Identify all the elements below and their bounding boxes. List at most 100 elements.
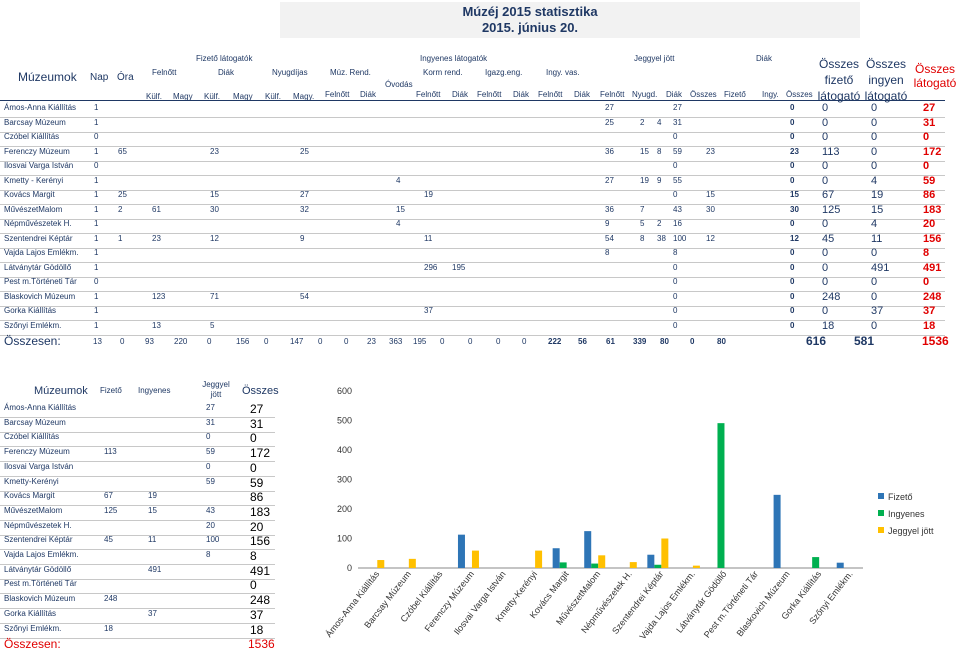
visitor-count: 0 (673, 262, 678, 272)
visitor-count: 38 (657, 233, 666, 243)
y-tick-label: 500 (337, 416, 352, 426)
nap-value: 1 (94, 117, 99, 127)
total-value: 13 (93, 337, 102, 346)
header-diak2: Diák (218, 68, 235, 77)
visitor-count: 8 (605, 248, 610, 257)
bar-fizető (647, 554, 655, 568)
summary-ossz: 8 (250, 549, 257, 563)
summary-jegy: 100 (206, 535, 220, 545)
summary-count: 0 (822, 116, 829, 129)
museum-name: Szőnyi Emlékm. (4, 320, 62, 330)
header-sub-felnott2: Felnőtt (416, 90, 441, 99)
summary-row: Barcsay Múzeum 31 31 (0, 417, 275, 433)
header-nyugdijas: Nyugdíjas (272, 68, 308, 77)
visitor-count: 5 (640, 219, 645, 228)
summary-name: Látványtár Gödöllő (4, 564, 72, 574)
visitor-count: 2 (657, 219, 662, 228)
bar-jeggyel-jött (629, 562, 637, 568)
total-value: 1536 (922, 334, 949, 348)
museum-name: Ámos-Anna Kiállítás (4, 103, 77, 112)
visitor-count: 15 (210, 190, 219, 199)
bar-fizető (584, 531, 592, 568)
museum-name: Látványtár Gödöllő (4, 262, 72, 272)
summary-count: 67 (822, 189, 835, 201)
total-visitors: 37 (923, 305, 936, 317)
total-value: 0 (690, 337, 695, 346)
summary-fiz: 125 (104, 505, 118, 515)
total-value: 61 (606, 337, 615, 346)
total-value: 339 (633, 337, 647, 346)
summary-row: Ferenczy Múzeum 113 59 172 (0, 446, 275, 463)
summary-count: 0 (822, 276, 829, 288)
summary-count: 0 (822, 160, 829, 172)
t2-header-fizeto: Fizető (100, 386, 122, 395)
visitor-count: 12 (210, 233, 219, 243)
museum-name: Vajda Lajos Emlékm. (4, 248, 79, 257)
page-date: 2015. június 20. (481, 20, 579, 35)
total-label: Összesen: (4, 334, 61, 348)
y-tick-label: 300 (337, 475, 352, 485)
summary-jegy: 20 (206, 520, 215, 530)
visitor-count: 36 (605, 204, 614, 214)
visitor-count: 15 (396, 204, 405, 214)
summary-count: 491 (871, 261, 890, 274)
nap-value: 1 (94, 219, 99, 228)
bar-jeggyel-jött (535, 550, 543, 568)
header-osszes-ingyen: Összes ingyen látogató (864, 57, 908, 103)
visitor-count: 27 (673, 103, 682, 112)
header-ora: Óra (117, 72, 134, 83)
summary-count: 0 (790, 103, 795, 112)
nap-value: 1 (94, 146, 99, 156)
summary-name: Ilosvai Varga István (4, 461, 74, 471)
summary-ingy: 491 (148, 564, 162, 574)
total-visitors: 172 (923, 145, 942, 158)
header-kulf: Külf. (146, 92, 163, 101)
x-tick-label: Vajda Lajos Emlékm. (637, 569, 697, 641)
visitor-count: 15 (706, 190, 715, 199)
visitor-count: 7 (640, 204, 645, 214)
y-tick-label: 100 (337, 534, 352, 544)
museum-name: MűvészetMalom (4, 204, 63, 214)
summary-count: 12 (790, 233, 799, 243)
visitor-count: 123 (152, 291, 166, 301)
total-value: 0 (120, 337, 125, 346)
summary-count: 0 (871, 319, 878, 332)
header-ovodas: Óvodás (385, 80, 413, 89)
total-visitors: 8 (923, 247, 930, 259)
header-sub-felnott3: Felnőtt (477, 90, 502, 99)
summary-count: 0 (822, 305, 829, 317)
x-tick-label: Ámos-Anna Kiállítás (324, 569, 382, 639)
t2-total-value: 1536 (248, 637, 275, 651)
museum-name: Blaskovich Múzeum (4, 291, 76, 301)
summary-jegy: 43 (206, 505, 215, 515)
total-value: 0 (468, 337, 473, 346)
summary-count: 0 (790, 306, 795, 315)
summary-ossz: 31 (250, 416, 264, 431)
bar-ingyenes (559, 562, 567, 568)
summary-ingy: 11 (148, 535, 157, 545)
summary-name: MűvészetMalom (4, 505, 63, 515)
visitor-count: 12 (706, 233, 715, 243)
header-sub-diak4: Diák (574, 90, 591, 99)
museum-name: Barcsay Múzeum (4, 117, 66, 127)
summary-count: 0 (871, 102, 878, 114)
summary-ossz: 248 (250, 593, 271, 608)
summary-row: Kovács Margit 67 19 86 (0, 490, 275, 507)
summary-row: Népművészetek H. 20 20 (0, 520, 275, 536)
summary-count: 0 (871, 160, 878, 172)
header-magy: Magy (173, 92, 193, 101)
total-value: 156 (236, 337, 250, 346)
summary-count: 0 (871, 290, 878, 303)
bar-jeggyel-jött (661, 538, 669, 568)
visitor-count: 9 (605, 219, 610, 228)
visitor-count: 30 (706, 204, 715, 214)
t2-total-label: Összesen: (4, 637, 61, 651)
museum-name: Népművészetek H. (4, 219, 72, 228)
summary-count: 0 (822, 218, 829, 230)
summary-count: 0 (790, 291, 795, 301)
bar-ingyenes (812, 557, 820, 568)
summary-count: 0 (822, 261, 829, 274)
nap-value: 1 (94, 103, 99, 112)
summary-row: Látványtár Gödöllő 491 491 (0, 564, 275, 580)
legend-swatch (878, 527, 884, 533)
